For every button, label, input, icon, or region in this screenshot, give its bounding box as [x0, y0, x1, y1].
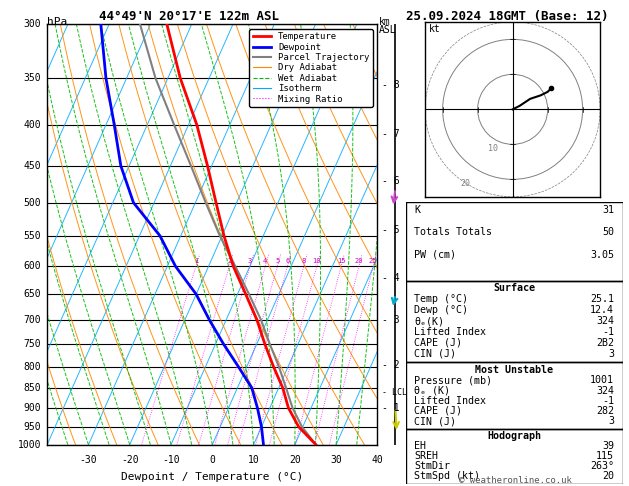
Text: Lifted Index: Lifted Index	[415, 396, 486, 406]
Text: Lifted Index: Lifted Index	[415, 327, 486, 337]
Bar	[406, 429, 623, 484]
Text: 1: 1	[194, 258, 198, 264]
Text: -20: -20	[121, 455, 138, 465]
Text: 550: 550	[24, 231, 42, 241]
Text: 3: 3	[248, 258, 252, 264]
Text: 5: 5	[276, 258, 279, 264]
Text: Surface: Surface	[493, 283, 535, 294]
Text: 282: 282	[596, 406, 614, 416]
Text: Totals Totals: Totals Totals	[415, 227, 493, 237]
Text: 300: 300	[24, 19, 42, 29]
Text: PW (cm): PW (cm)	[415, 250, 457, 260]
Text: - 5: - 5	[382, 225, 399, 235]
Text: 2B2: 2B2	[596, 338, 614, 348]
Text: 10: 10	[248, 455, 259, 465]
Text: ASL: ASL	[379, 25, 397, 35]
Text: 6: 6	[286, 258, 289, 264]
Text: 800: 800	[24, 362, 42, 372]
Text: 400: 400	[24, 120, 42, 130]
Text: 40: 40	[372, 455, 383, 465]
Text: 2: 2	[227, 258, 231, 264]
Text: - 3: - 3	[382, 315, 399, 325]
Text: 950: 950	[24, 422, 42, 432]
Text: 25.1: 25.1	[590, 295, 614, 304]
Text: 324: 324	[596, 316, 614, 326]
Text: 1000: 1000	[18, 440, 42, 450]
Text: 500: 500	[24, 198, 42, 208]
Text: 115: 115	[596, 451, 614, 461]
Text: - LCL: - LCL	[382, 387, 407, 397]
Text: hPa: hPa	[47, 17, 67, 27]
Text: Hodograph: Hodograph	[487, 432, 541, 441]
Text: 0: 0	[209, 455, 215, 465]
Text: 900: 900	[24, 403, 42, 413]
Text: - 1: - 1	[382, 402, 399, 413]
Text: Dewpoint / Temperature (°C): Dewpoint / Temperature (°C)	[121, 472, 303, 482]
Text: 3: 3	[608, 416, 614, 426]
Text: -1: -1	[602, 327, 614, 337]
Legend: Temperature, Dewpoint, Parcel Trajectory, Dry Adiabat, Wet Adiabat, Isotherm, Mi: Temperature, Dewpoint, Parcel Trajectory…	[249, 29, 373, 107]
Text: 30: 30	[330, 455, 342, 465]
Text: θₑ(K): θₑ(K)	[415, 316, 444, 326]
Text: - 8: - 8	[382, 80, 399, 90]
Text: Most Unstable: Most Unstable	[475, 365, 554, 375]
Text: -1: -1	[602, 396, 614, 406]
Text: 31: 31	[602, 205, 614, 214]
Text: 450: 450	[24, 161, 42, 171]
Text: EH: EH	[415, 441, 426, 451]
Text: 20: 20	[355, 258, 363, 264]
Text: Pressure (mb): Pressure (mb)	[415, 375, 493, 385]
Text: 15: 15	[337, 258, 345, 264]
Text: 10: 10	[488, 144, 498, 154]
Text: - 2: - 2	[382, 360, 399, 369]
Text: SREH: SREH	[415, 451, 438, 461]
Text: 25.09.2024 18GMT (Base: 12): 25.09.2024 18GMT (Base: 12)	[406, 10, 608, 23]
Text: K: K	[415, 205, 420, 214]
Bar	[406, 363, 623, 429]
Text: 20: 20	[602, 471, 614, 482]
Text: 1001: 1001	[590, 375, 614, 385]
Text: -10: -10	[162, 455, 180, 465]
Text: kt: kt	[428, 24, 440, 35]
Text: CIN (J): CIN (J)	[415, 416, 457, 426]
Text: CAPE (J): CAPE (J)	[415, 406, 462, 416]
Bar	[406, 202, 623, 280]
Text: CIN (J): CIN (J)	[415, 349, 457, 359]
Text: - 7: - 7	[382, 129, 399, 139]
Text: 3.05: 3.05	[590, 250, 614, 260]
Text: θₑ (K): θₑ (K)	[415, 385, 450, 396]
Text: StmSpd (kt): StmSpd (kt)	[415, 471, 481, 482]
Text: 50: 50	[602, 227, 614, 237]
Text: 750: 750	[24, 339, 42, 349]
Text: 4: 4	[263, 258, 267, 264]
Text: -30: -30	[80, 455, 97, 465]
Text: 10: 10	[313, 258, 321, 264]
Text: - 6: - 6	[382, 176, 399, 186]
Text: 3: 3	[608, 349, 614, 359]
Bar	[406, 280, 623, 363]
Text: 20: 20	[289, 455, 301, 465]
Text: 8: 8	[302, 258, 306, 264]
Text: 850: 850	[24, 383, 42, 393]
Text: 263°: 263°	[590, 461, 614, 471]
Text: 39: 39	[602, 441, 614, 451]
Text: StmDir: StmDir	[415, 461, 450, 471]
Text: 324: 324	[596, 385, 614, 396]
Text: Temp (°C): Temp (°C)	[415, 295, 469, 304]
Text: 350: 350	[24, 73, 42, 83]
Text: 600: 600	[24, 261, 42, 271]
Text: 44°49'N 20°17'E 122m ASL: 44°49'N 20°17'E 122m ASL	[99, 10, 279, 23]
Text: © weatheronline.co.uk: © weatheronline.co.uk	[459, 475, 572, 485]
Text: - 4: - 4	[382, 273, 399, 283]
Text: 20: 20	[460, 179, 470, 189]
Text: 650: 650	[24, 289, 42, 299]
Text: 25: 25	[369, 258, 377, 264]
Text: 12.4: 12.4	[590, 305, 614, 315]
Text: CAPE (J): CAPE (J)	[415, 338, 462, 348]
Text: 700: 700	[24, 315, 42, 325]
Text: Dewp (°C): Dewp (°C)	[415, 305, 469, 315]
Text: km: km	[379, 17, 391, 27]
